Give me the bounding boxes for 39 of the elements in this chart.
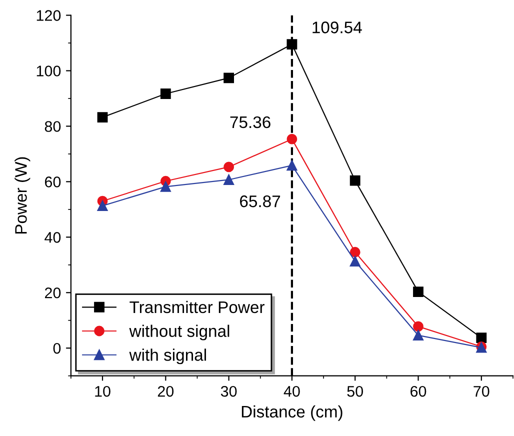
point: [350, 175, 360, 186]
point: [286, 160, 298, 171]
point: [413, 330, 424, 341]
data-label: 109.54: [312, 22, 362, 34]
legend-label: Transmitter Power: [130, 300, 265, 314]
x-tick-label: 70: [474, 386, 490, 397]
y-tick-label: 60: [44, 176, 61, 188]
point: [97, 112, 108, 123]
x-tick-label: 50: [347, 386, 363, 397]
point: [224, 162, 234, 172]
point: [160, 88, 171, 99]
point: [413, 286, 424, 297]
y-tick-label: 20: [44, 287, 61, 298]
point: [286, 134, 298, 144]
point: [350, 246, 360, 258]
legend-label: without signal: [129, 324, 230, 340]
data-label: 75.36: [230, 116, 270, 128]
y-tick-label: 100: [36, 66, 61, 76]
legend-label: with signal: [129, 348, 206, 364]
y-tick-label: 120: [36, 10, 61, 21]
point: [224, 174, 234, 185]
x-tick-label: 40: [284, 386, 300, 397]
y-tick-label: 0: [53, 342, 61, 354]
point: [476, 332, 487, 344]
x-tick-label: 20: [158, 386, 174, 397]
point: [350, 256, 360, 266]
point: [286, 39, 298, 50]
x-tick-label: 30: [220, 386, 237, 397]
y-tick-label: 40: [44, 232, 61, 243]
x-tick-label: 10: [95, 386, 110, 397]
x-axis-title: Distance (cm): [242, 405, 342, 421]
y-axis-title: Power (W): [14, 157, 30, 234]
point: [160, 181, 171, 192]
y-tick-label: 80: [44, 121, 61, 132]
point: [97, 200, 108, 212]
point: [413, 321, 424, 332]
point: [224, 72, 234, 84]
x-tick-label: 60: [410, 386, 426, 397]
data-label: 65.87: [240, 195, 280, 208]
